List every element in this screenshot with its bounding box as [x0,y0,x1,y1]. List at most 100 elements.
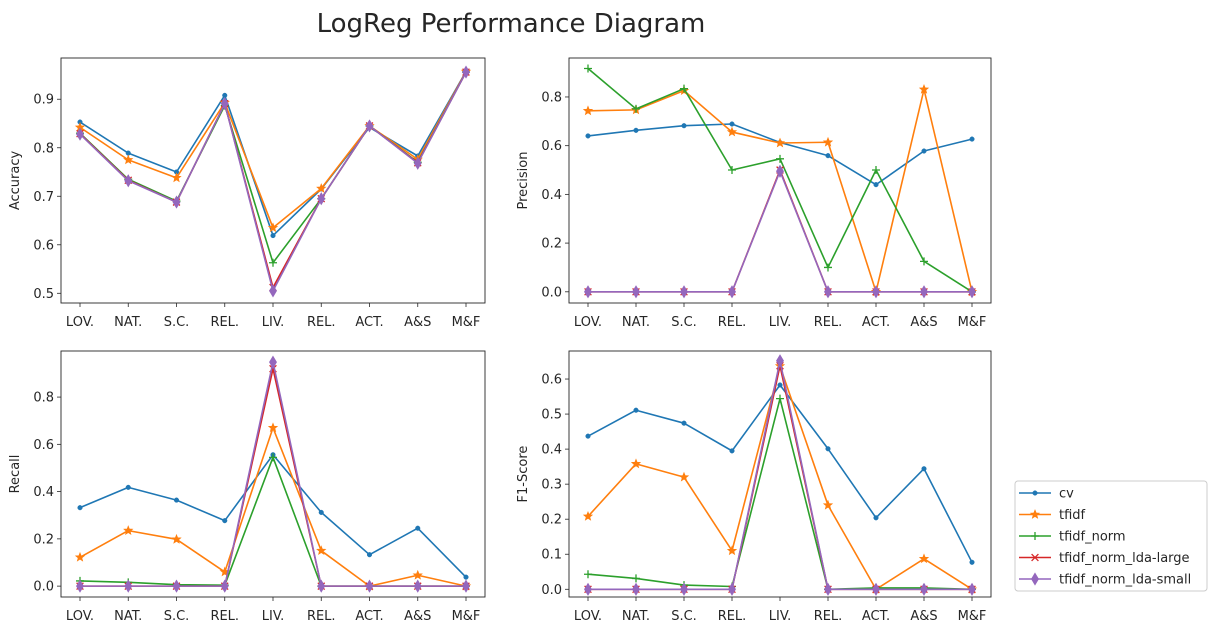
tfidf-norm-lda-small-marker [317,579,326,593]
cv-marker [921,148,927,154]
legend-label: tfidf_norm [1059,530,1126,545]
tfidf-marker [822,499,834,510]
tfidf-norm-lda-small-marker [776,354,784,368]
cv-marker [77,505,83,511]
cv-marker [633,127,639,133]
plot-frame [60,57,486,304]
tfidf-norm-lda-small-marker [413,156,422,170]
chart-panels: 0.5 0.6 0.7 0.8 0.9 LOV. NAT. S.C. REL. LIV. REL. A… [8,57,992,624]
series-line-tfidf-norm-lda-small [79,71,467,292]
x-tick-label: REL. [718,315,747,330]
x-tick-label: REL. [814,609,843,624]
x-tick-label: NAT. [114,315,142,330]
y-tick-label: 0.5 [33,287,54,302]
x-tick-label: S.C. [671,609,697,624]
x-tick-label: S.C. [671,315,697,330]
y-tick-label: 0.2 [541,237,562,252]
tfidf-norm-lda-large-marker [1031,553,1039,562]
tfidf-marker [123,154,134,165]
tfidf-norm-marker [776,394,784,403]
cv-marker [222,92,228,98]
cv-marker [777,382,783,388]
cv-marker [921,466,927,472]
tfidf-marker [267,222,279,233]
series-line-tfidf-norm [587,397,973,591]
y-axis-label: F1-Score [516,446,531,503]
x-tick-label: NAT. [622,315,650,330]
legend-label: tfidf_norm_lda-large [1059,551,1190,566]
tfidf-norm-lda-small-marker [220,579,229,593]
y-axis-label: Accuracy [8,151,23,211]
tfidf-norm-lda-small-marker [269,284,277,298]
tfidf-norm-lda-small-marker [872,582,880,596]
tfidf-norm-lda-small-marker [920,582,928,596]
x-tick-label: REL. [307,609,336,624]
accuracy-panel: 0.5 0.6 0.7 0.8 0.9 LOV. NAT. S.C. REL. LIV. REL. A… [8,57,486,330]
y-tick-label: 0.0 [541,583,562,598]
tfidf-norm-lda-small-marker [172,195,181,209]
tfidf-marker [582,510,594,521]
cv-marker [173,497,180,503]
tfidf-marker [726,545,738,556]
tfidf-marker [630,458,642,469]
cv-marker [270,233,276,239]
tfidf-norm-lda-small-marker [124,174,133,188]
y-tick-label: 0.9 [33,93,54,108]
series-line-tfidf [587,88,973,293]
cv-marker [222,518,228,524]
x-tick-label: REL. [718,609,747,624]
tfidf-marker [267,422,279,433]
series-line-tfidf-norm [587,67,973,293]
y-tick-label: 0.1 [541,548,562,563]
tfidf-norm-marker [269,258,277,267]
tfidf-norm-marker [1031,532,1039,540]
x-tick-label: M&F [958,315,987,330]
tfidf-norm-marker [680,84,688,93]
y-tick-label: 0.7 [33,190,54,205]
legend-entry-tfidf-norm-lda-small: tfidf_norm_lda-small [1019,572,1191,588]
cv-marker [729,121,735,127]
legend-label: tfidf_norm_lda-small [1059,573,1191,588]
tfidf-norm-lda-small-marker [76,579,84,593]
tfidf-marker [822,136,834,147]
x-tick-label: M&F [958,609,987,624]
x-tick-label: LOV. [66,609,94,624]
y-tick-label: 0.4 [33,485,54,500]
series-line-tfidf-norm [79,456,466,587]
tfidf-marker [1029,509,1041,519]
f1-score-panel: 0.0 0.1 0.2 0.3 0.4 0.5 0.6 LOV. NAT. S.C. REL. LIV… [516,350,992,624]
y-tick-label: 0.4 [541,443,562,458]
x-tick-label: S.C. [164,315,190,330]
y-tick-label: 0.5 [541,408,562,423]
tfidf-norm-lda-small-marker [1031,572,1039,586]
tfidf-marker [678,471,690,482]
series-tfidf-norm-lda-small [76,65,470,298]
cv-marker [366,552,373,558]
tfidf-norm-lda-small-marker [824,582,832,596]
recall-panel: 0.0 0.2 0.4 0.6 0.8 LOV. NAT. S.C. REL. LIV. REL. A… [8,350,486,624]
cv-marker [585,133,591,139]
tfidf-norm-lda-small-marker [413,579,422,593]
tfidf-norm-lda-small-marker [680,285,688,299]
x-tick-label: ACT. [355,609,383,624]
tfidf-norm-marker [728,166,736,175]
y-tick-label: 0.3 [541,478,562,493]
tfidf-norm-lda-small-marker [124,579,133,593]
tfidf-marker [726,126,738,137]
tfidf-marker [171,172,182,183]
tfidf-norm-lda-small-marker [632,285,640,299]
cv-marker [585,433,591,439]
cv-marker [681,123,687,129]
tfidf-norm-marker [632,104,640,113]
x-tick-label: NAT. [114,609,142,624]
tfidf-norm-lda-small-marker [680,582,688,596]
tfidf-norm-lda-small-marker [76,127,84,141]
cv-marker [125,484,131,490]
cv-marker [415,525,421,531]
cv-marker [729,448,735,454]
x-tick-label: REL. [210,609,239,624]
tfidf-norm-marker [776,154,784,163]
x-tick-label: LOV. [574,609,602,624]
tfidf-norm-lda-small-marker [462,65,470,79]
tfidf-marker [316,183,327,193]
